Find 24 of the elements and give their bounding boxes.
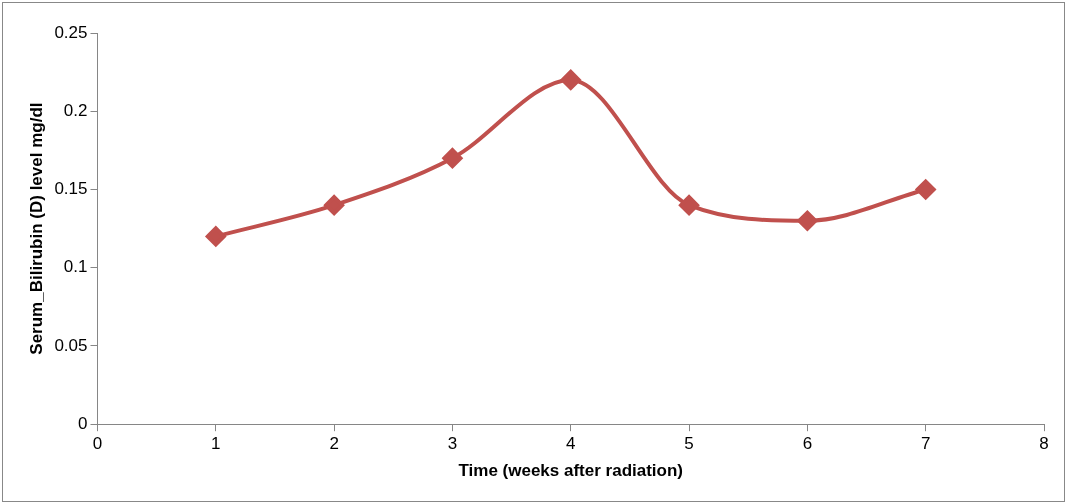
point [679,195,700,216]
point [442,148,463,169]
x-tick-label: 8 [1039,434,1049,454]
point [915,179,936,200]
y-tick-label: 0.2 [63,100,88,120]
x-tick-label: 7 [920,434,931,454]
x-tick-label: 2 [329,434,339,454]
y-tick-label: 0.15 [54,179,88,199]
y-tick-label: 0 [78,413,88,433]
y-tick-label: 0.05 [54,335,88,355]
x-axis-title: Time (weeks after radiation) [458,461,684,481]
x-tick-label: 1 [211,434,221,454]
x-tick-label: 3 [447,434,458,454]
point [560,69,581,90]
point [205,226,226,247]
x-tick-label: 5 [684,434,694,454]
x-tick-label: 6 [802,434,813,454]
point [324,195,345,216]
y-tick-label: 0.25 [54,22,88,42]
x-tick-label: 0 [92,434,103,454]
y-axis-title: Serum_Bilirubin (D) level mg/dl [26,102,46,355]
y-tick-label: 0.1 [63,257,88,277]
x-tick-label: 4 [566,434,576,454]
point [797,210,818,231]
